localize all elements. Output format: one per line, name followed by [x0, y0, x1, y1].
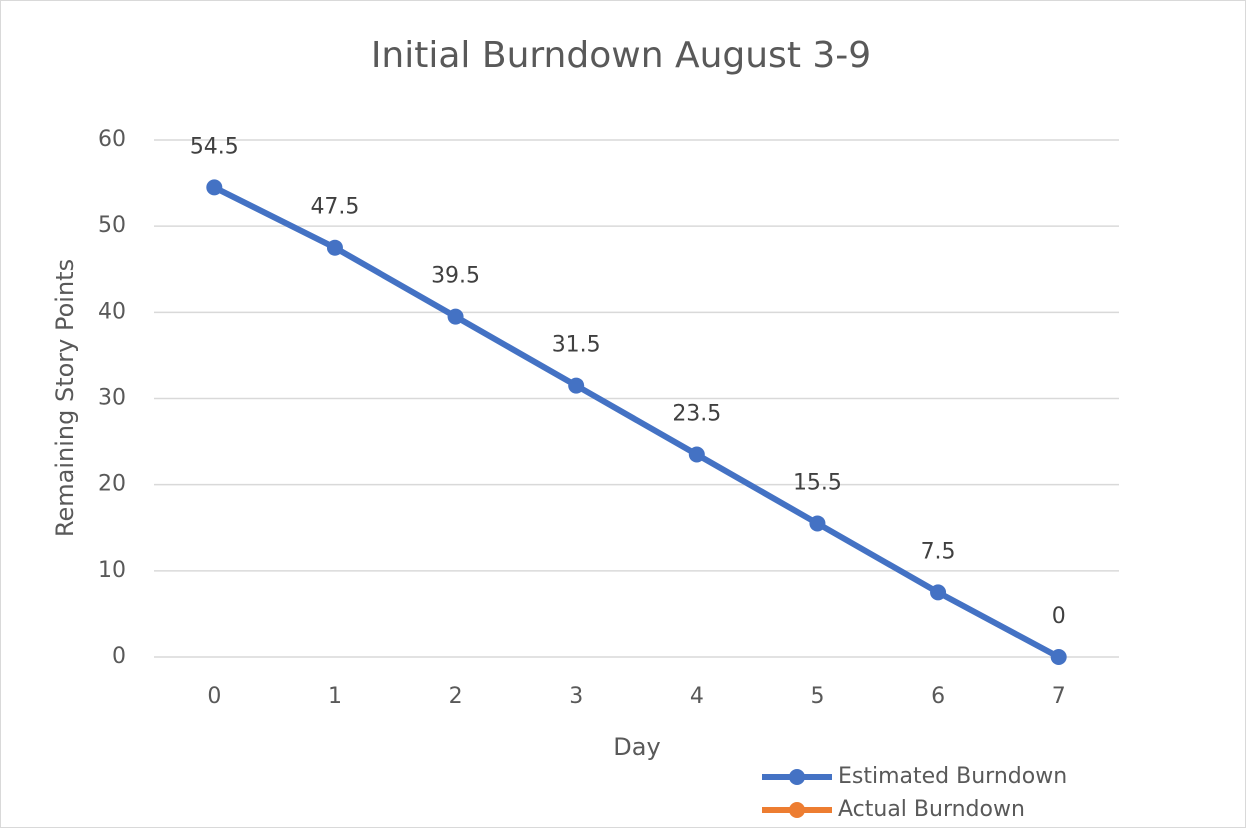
data-label: 7.5	[921, 539, 956, 564]
series-line	[212, 184, 1061, 660]
x-tick-label: 0	[207, 684, 221, 709]
y-tick-label: 40	[98, 299, 126, 324]
data-label: 47.5	[310, 195, 359, 220]
x-tick-label: 2	[449, 684, 463, 709]
data-point	[206, 179, 223, 196]
data-point	[1050, 649, 1067, 665]
y-tick-label: 60	[98, 127, 126, 152]
data-label: 54.5	[190, 134, 239, 159]
x-tick-label: 3	[569, 684, 583, 709]
data-point	[809, 515, 826, 532]
data-point	[568, 377, 585, 394]
chart-title: Initial Burndown August 3-9	[371, 35, 871, 76]
x-tick-label: 6	[931, 684, 945, 709]
x-axis-label: Day	[613, 733, 660, 761]
data-label: 15.5	[793, 470, 842, 495]
x-tick-label: 5	[810, 684, 824, 709]
data-point	[326, 239, 343, 256]
data-label: 23.5	[672, 402, 721, 427]
y-axis-label: Remaining Story Points	[51, 259, 79, 537]
y-tick-label: 20	[98, 472, 126, 497]
data-point	[688, 446, 705, 463]
data-label: 39.5	[431, 264, 480, 289]
data-point	[447, 308, 464, 325]
y-tick-label: 30	[98, 386, 126, 411]
y-tick-label: 50	[98, 213, 126, 238]
x-tick-label: 4	[690, 684, 704, 709]
legend-marker	[789, 769, 805, 785]
y-tick-label: 0	[112, 644, 126, 669]
legend-label: Actual Burndown	[838, 797, 1025, 822]
data-point	[930, 584, 947, 601]
data-label: 0	[1052, 604, 1066, 629]
data-label: 31.5	[552, 333, 601, 358]
legend-marker	[789, 802, 805, 818]
legend-label: Estimated Burndown	[838, 764, 1067, 789]
x-tick-label: 7	[1052, 684, 1066, 709]
x-tick-label: 1	[328, 684, 342, 709]
y-tick-label: 10	[98, 558, 126, 583]
